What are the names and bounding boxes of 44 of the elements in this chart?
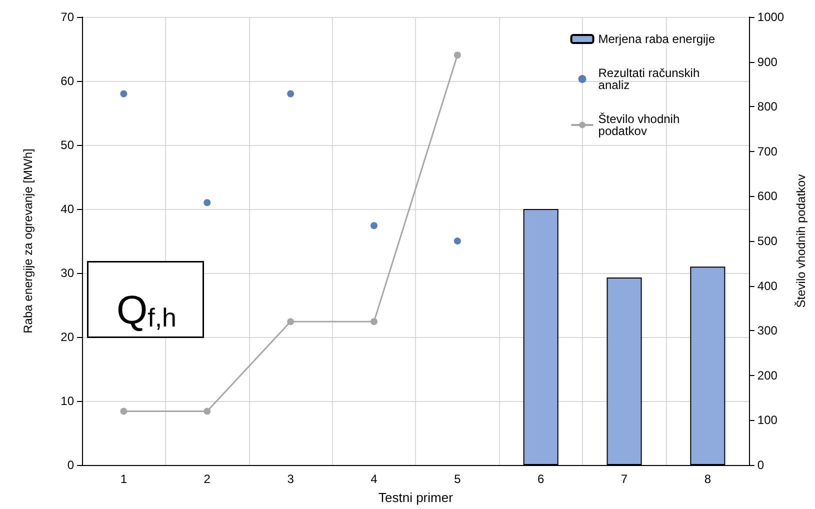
legend-label: Merjena raba energije	[598, 32, 716, 46]
y-tick-label: 60	[60, 74, 74, 88]
y2-tick-label: 600	[757, 189, 778, 204]
point	[454, 238, 461, 244]
point	[454, 52, 461, 59]
legend-label: Število vhodnih podatkov	[598, 112, 683, 138]
y2-tick-label: 400	[757, 278, 778, 293]
y2-tick-label: 100	[757, 413, 778, 428]
annotation: Qf,h	[116, 288, 177, 332]
y-tick-label: 20	[60, 330, 74, 344]
y2-tick-label: 900	[757, 54, 778, 69]
point	[287, 318, 294, 326]
y-tick-label: 70	[60, 10, 74, 24]
point	[204, 199, 211, 206]
y2-axis-title: Število vhodnih podatkov	[794, 174, 808, 308]
x-axis-title: Testni primer	[378, 490, 454, 505]
y-tick-label: 10	[60, 394, 74, 408]
point	[287, 90, 294, 98]
y-tick-label: 30	[60, 266, 74, 280]
x-tick-label: 4	[370, 472, 378, 486]
y2-tick-label: 0	[757, 458, 764, 472]
point	[120, 90, 128, 98]
x-tick-label: 8	[704, 472, 712, 486]
point	[204, 408, 211, 415]
point	[370, 318, 378, 326]
y2-tick-label: 800	[757, 100, 778, 114]
y2-tick-label: 1000	[757, 10, 784, 24]
legend-label: Rezultati računskih analiz	[598, 66, 703, 92]
x-tick-label: 7	[620, 472, 628, 486]
point	[370, 222, 378, 230]
y2-tick-label: 300	[757, 324, 778, 338]
x-tick-label: 5	[454, 472, 462, 486]
x-tick-label: 3	[287, 472, 294, 486]
y2-tick-label: 700	[757, 144, 778, 158]
point	[120, 408, 128, 415]
x-tick-label: 2	[204, 472, 211, 486]
y2-tick-label: 500	[757, 234, 778, 248]
y-axis-title: Raba energije za ogrevanje [MWh]	[21, 148, 35, 334]
y2-tick-label: 200	[757, 368, 778, 382]
y-tick-label: 40	[60, 202, 74, 216]
x-tick-label: 1	[120, 472, 128, 486]
x-tick-label: 6	[537, 472, 544, 486]
y-tick-label: 0	[67, 458, 74, 472]
y-tick-label: 50	[60, 138, 74, 152]
